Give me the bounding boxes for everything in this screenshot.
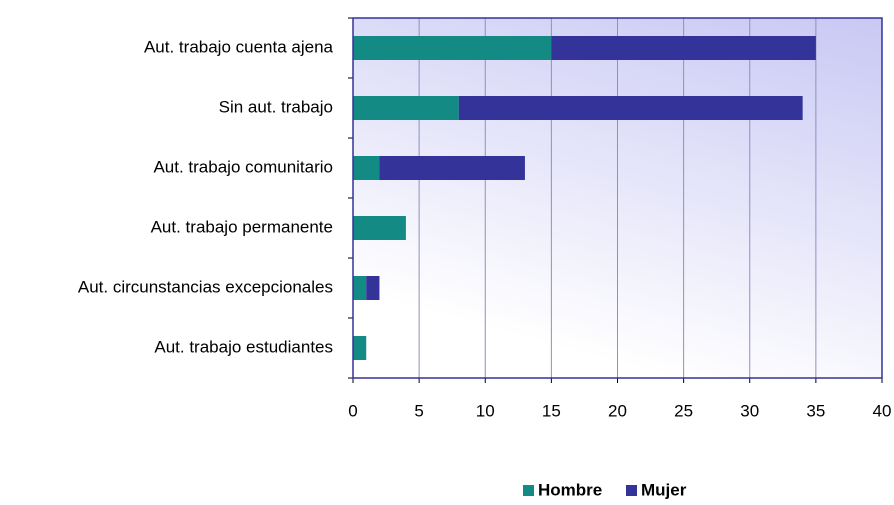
bar	[353, 336, 367, 360]
y-tick-label: Aut. trabajo cuenta ajena	[144, 37, 334, 56]
bar	[353, 156, 380, 180]
bar	[551, 36, 816, 60]
y-tick-label: Aut. circunstancias excepcionales	[78, 277, 333, 296]
x-tick-label: 40	[873, 401, 892, 420]
y-tick-label: Aut. trabajo estudiantes	[154, 337, 333, 356]
y-tick-label: Aut. trabajo permanente	[151, 217, 333, 236]
legend-label: Hombre	[538, 480, 602, 499]
x-tick-label: 30	[740, 401, 759, 420]
x-tick-label: 0	[348, 401, 357, 420]
y-tick-label: Aut. trabajo comunitario	[153, 157, 333, 176]
bar	[458, 96, 803, 120]
bar	[353, 276, 367, 300]
bar	[353, 96, 459, 120]
x-tick-label: 20	[608, 401, 627, 420]
x-tick-label: 15	[542, 401, 561, 420]
x-tick-label: 10	[476, 401, 495, 420]
plot-border	[352, 17, 883, 379]
bar	[353, 216, 406, 240]
x-tick-label: 35	[806, 401, 825, 420]
bar	[379, 156, 525, 180]
legend-label: Mujer	[641, 480, 687, 499]
x-tick-label: 25	[674, 401, 693, 420]
legend-swatch	[626, 485, 637, 496]
legend-swatch	[523, 485, 534, 496]
x-tick-label: 5	[414, 401, 423, 420]
y-tick-label: Sin aut. trabajo	[219, 97, 333, 116]
bar	[353, 36, 552, 60]
bar	[366, 276, 380, 300]
